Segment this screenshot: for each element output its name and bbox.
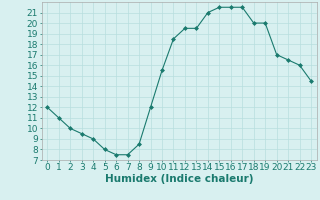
X-axis label: Humidex (Indice chaleur): Humidex (Indice chaleur) xyxy=(105,174,253,184)
